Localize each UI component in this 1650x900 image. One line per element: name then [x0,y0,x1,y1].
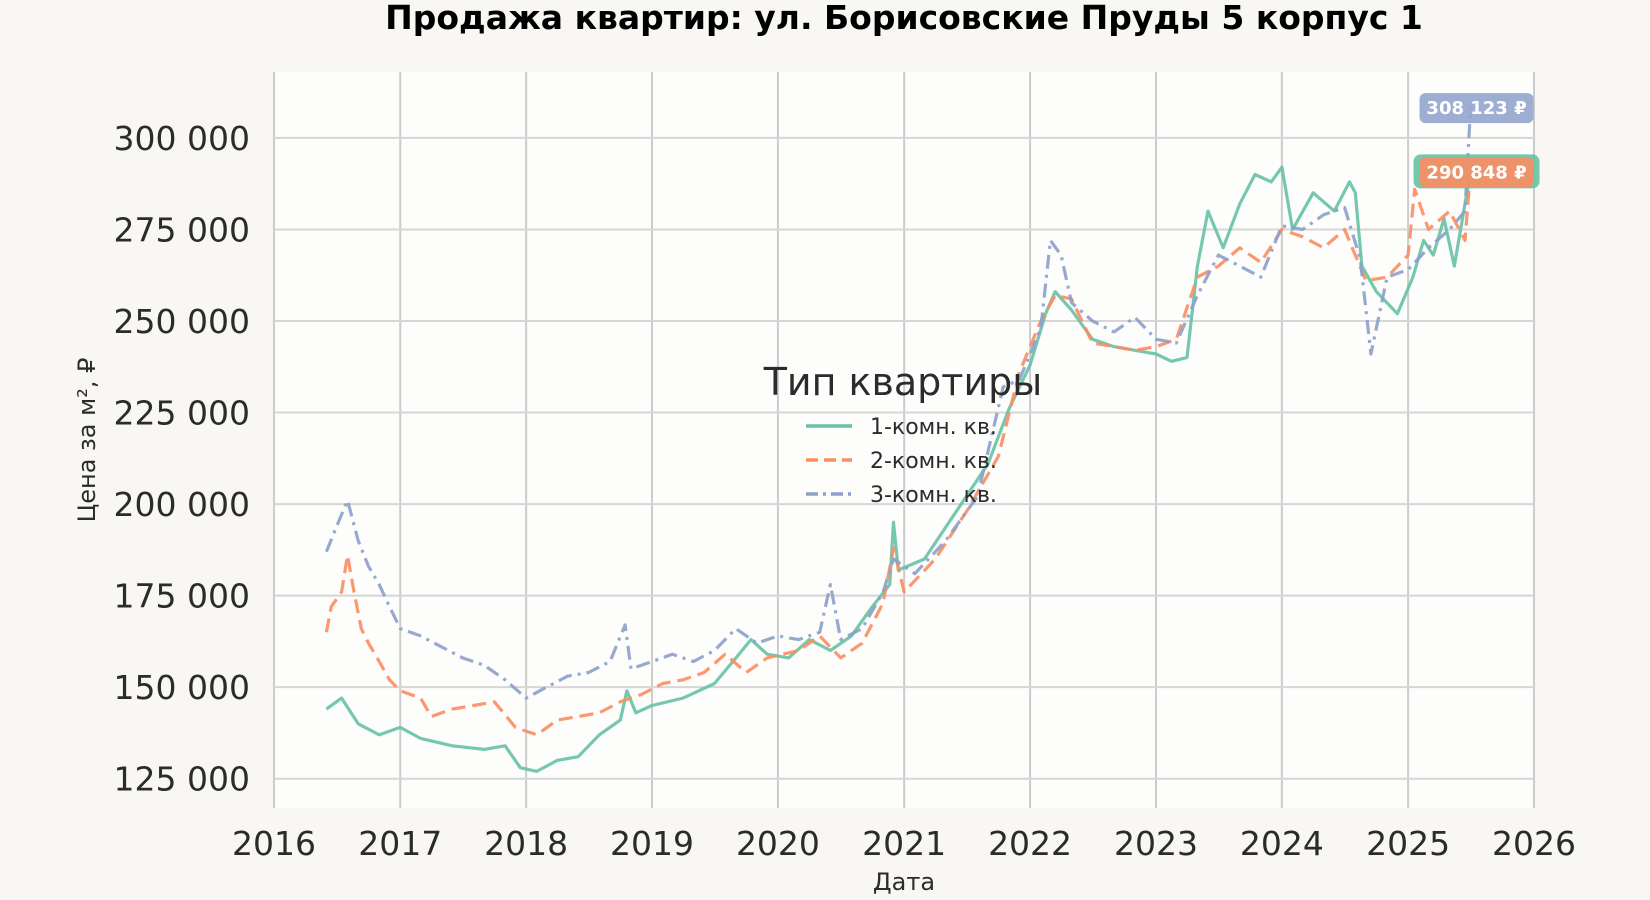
x-tick-label: 2016 [232,824,316,863]
x-tick-label: 2025 [1366,824,1450,863]
x-tick-label: 2022 [988,824,1072,863]
series-layer [324,108,1473,773]
series-line-3 [324,108,1473,700]
x-tick-label: 2019 [610,824,694,863]
x-tick-label: 2024 [1240,824,1324,863]
y-tick-label: 250 000 [114,302,250,341]
y-tick-label: 300 000 [114,119,250,158]
x-axis-label: Дата [873,868,935,896]
x-tick-label: 2018 [484,824,568,863]
series-line-1 [325,165,1473,773]
y-axis-label: Цена за м², ₽ [73,358,101,523]
grid [273,72,1535,808]
y-tick-label: 225 000 [114,394,250,433]
legend: Тип квартиры 1-комн. кв. 2-комн. кв. 3-к… [763,360,1043,508]
y-tick-label: 200 000 [114,485,250,524]
legend-label-1: 1-комн. кв. [870,415,997,440]
legend-title: Тип квартиры [763,360,1043,404]
y-ticks: 125 000 150 000 175 000 200 000 225 000 250 0… [114,119,250,799]
y-tick-label: 275 000 [114,210,250,249]
value-badges: 308 123 ₽ 290 848 ₽ [1413,93,1540,189]
series-line-2 [324,171,1473,737]
x-tick-label: 2020 [736,824,820,863]
y-tick-label: 150 000 [114,668,250,707]
badge-2room-bg [1419,157,1534,188]
legend-label-3: 3-комн. кв. [870,483,997,508]
badge-1room-text: 290 848 ₽ [1426,162,1526,183]
x-tick-label: 2023 [1114,824,1198,863]
badge-3room-text: 308 123 ₽ [1426,98,1526,119]
legend-label-2: 2-комн. кв. [870,449,997,474]
x-tick-label: 2021 [862,824,946,863]
y-tick-label: 125 000 [114,760,250,799]
x-ticks: 2016 2017 2018 2019 2020 2021 2022 2023 2024 2025… [232,824,1576,863]
chart-title: Продажа квартир: ул. Борисовские Пруды 5… [385,0,1423,37]
x-tick-label: 2026 [1492,824,1576,863]
y-tick-label: 175 000 [114,577,250,616]
x-tick-label: 2017 [358,824,442,863]
badge-3room-bg [1419,93,1534,124]
